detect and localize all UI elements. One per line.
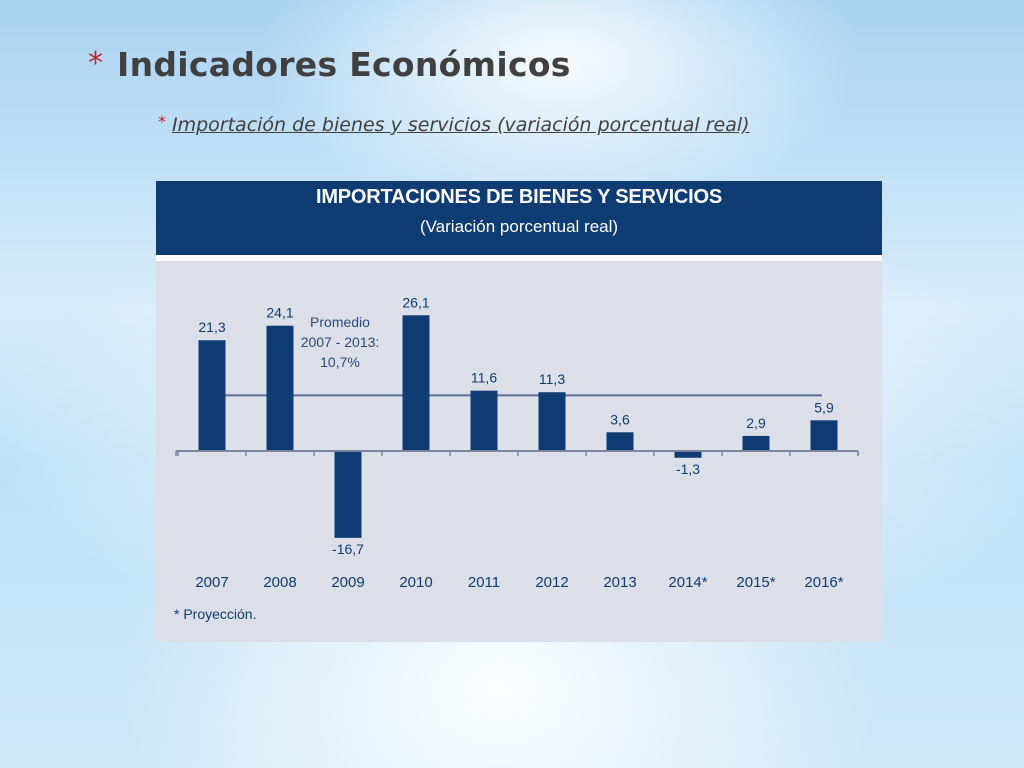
average-annotation-line-3: 10,7%	[320, 354, 360, 370]
chart-plot-area: 21,3 2007 24,1 2008 -16,7 2009 26,1 2010 11,6 201…	[156, 261, 882, 642]
chart-svg: 21,3 2007 24,1 2008 -16,7 2009 26,1 2010 11,6 201…	[174, 294, 859, 622]
value-label-2016*: 5,9	[814, 399, 834, 415]
category-label-2010: 2010	[399, 574, 432, 591]
category-label-2007: 2007	[195, 574, 228, 591]
subtitle-bullet: *	[158, 111, 166, 131]
bar-2012	[538, 392, 566, 451]
slide-title: * Indicadores Económicos	[88, 40, 571, 88]
value-label-2012: 11,3	[539, 371, 565, 387]
bar-2016*	[810, 420, 838, 451]
bar-2014*	[674, 451, 702, 458]
subtitle-text: Importación de bienes y servicios (varia…	[172, 114, 750, 136]
chart-title: IMPORTACIONES DE BIENES Y SERVICIOS	[315, 186, 723, 208]
value-label-2013: 3,6	[610, 411, 630, 427]
chart-panel: IMPORTACIONES DE BIENES Y SERVICIOS (Var…	[156, 181, 882, 642]
value-label-2014*: -1,3	[676, 461, 700, 477]
title-bullet: *	[88, 46, 103, 81]
chart-header: IMPORTACIONES DE BIENES Y SERVICIOS (Var…	[156, 181, 882, 255]
value-label-2009: -16,7	[332, 541, 364, 557]
average-annotation-line-2: 2007 - 2013:	[301, 334, 380, 350]
value-label-2011: 11,6	[471, 370, 497, 386]
value-label-2007: 21,3	[198, 319, 225, 335]
value-label-2015*: 2,9	[746, 415, 766, 431]
bar-2010	[402, 315, 430, 451]
chart-footnote: * Proyección.	[174, 606, 256, 622]
bar-2015*	[742, 435, 770, 451]
category-label-2013: 2013	[603, 574, 636, 591]
chart-subtitle: (Variación porcentual real)	[419, 217, 619, 236]
title-text: Indicadores Económicos	[117, 44, 571, 84]
category-label-2015*: 2015*	[736, 574, 775, 591]
bar-2008	[266, 325, 294, 451]
category-label-2009: 2009	[331, 574, 364, 591]
category-label-2008: 2008	[263, 574, 296, 591]
slide-subtitle: * Importación de bienes y servicios (var…	[158, 110, 750, 140]
average-annotation-line-1: Promedio	[310, 314, 370, 330]
category-label-2011: 2011	[468, 574, 500, 591]
category-label-2016*: 2016*	[804, 574, 843, 591]
bar-2013	[606, 432, 634, 451]
value-label-2008: 24,1	[266, 305, 293, 321]
category-label-2014*: 2014*	[668, 574, 707, 591]
value-label-2010: 26,1	[402, 294, 429, 310]
bar-2007	[198, 340, 226, 451]
category-label-2012: 2012	[535, 574, 568, 591]
bar-2009	[334, 451, 362, 538]
bar-2011	[470, 390, 498, 451]
